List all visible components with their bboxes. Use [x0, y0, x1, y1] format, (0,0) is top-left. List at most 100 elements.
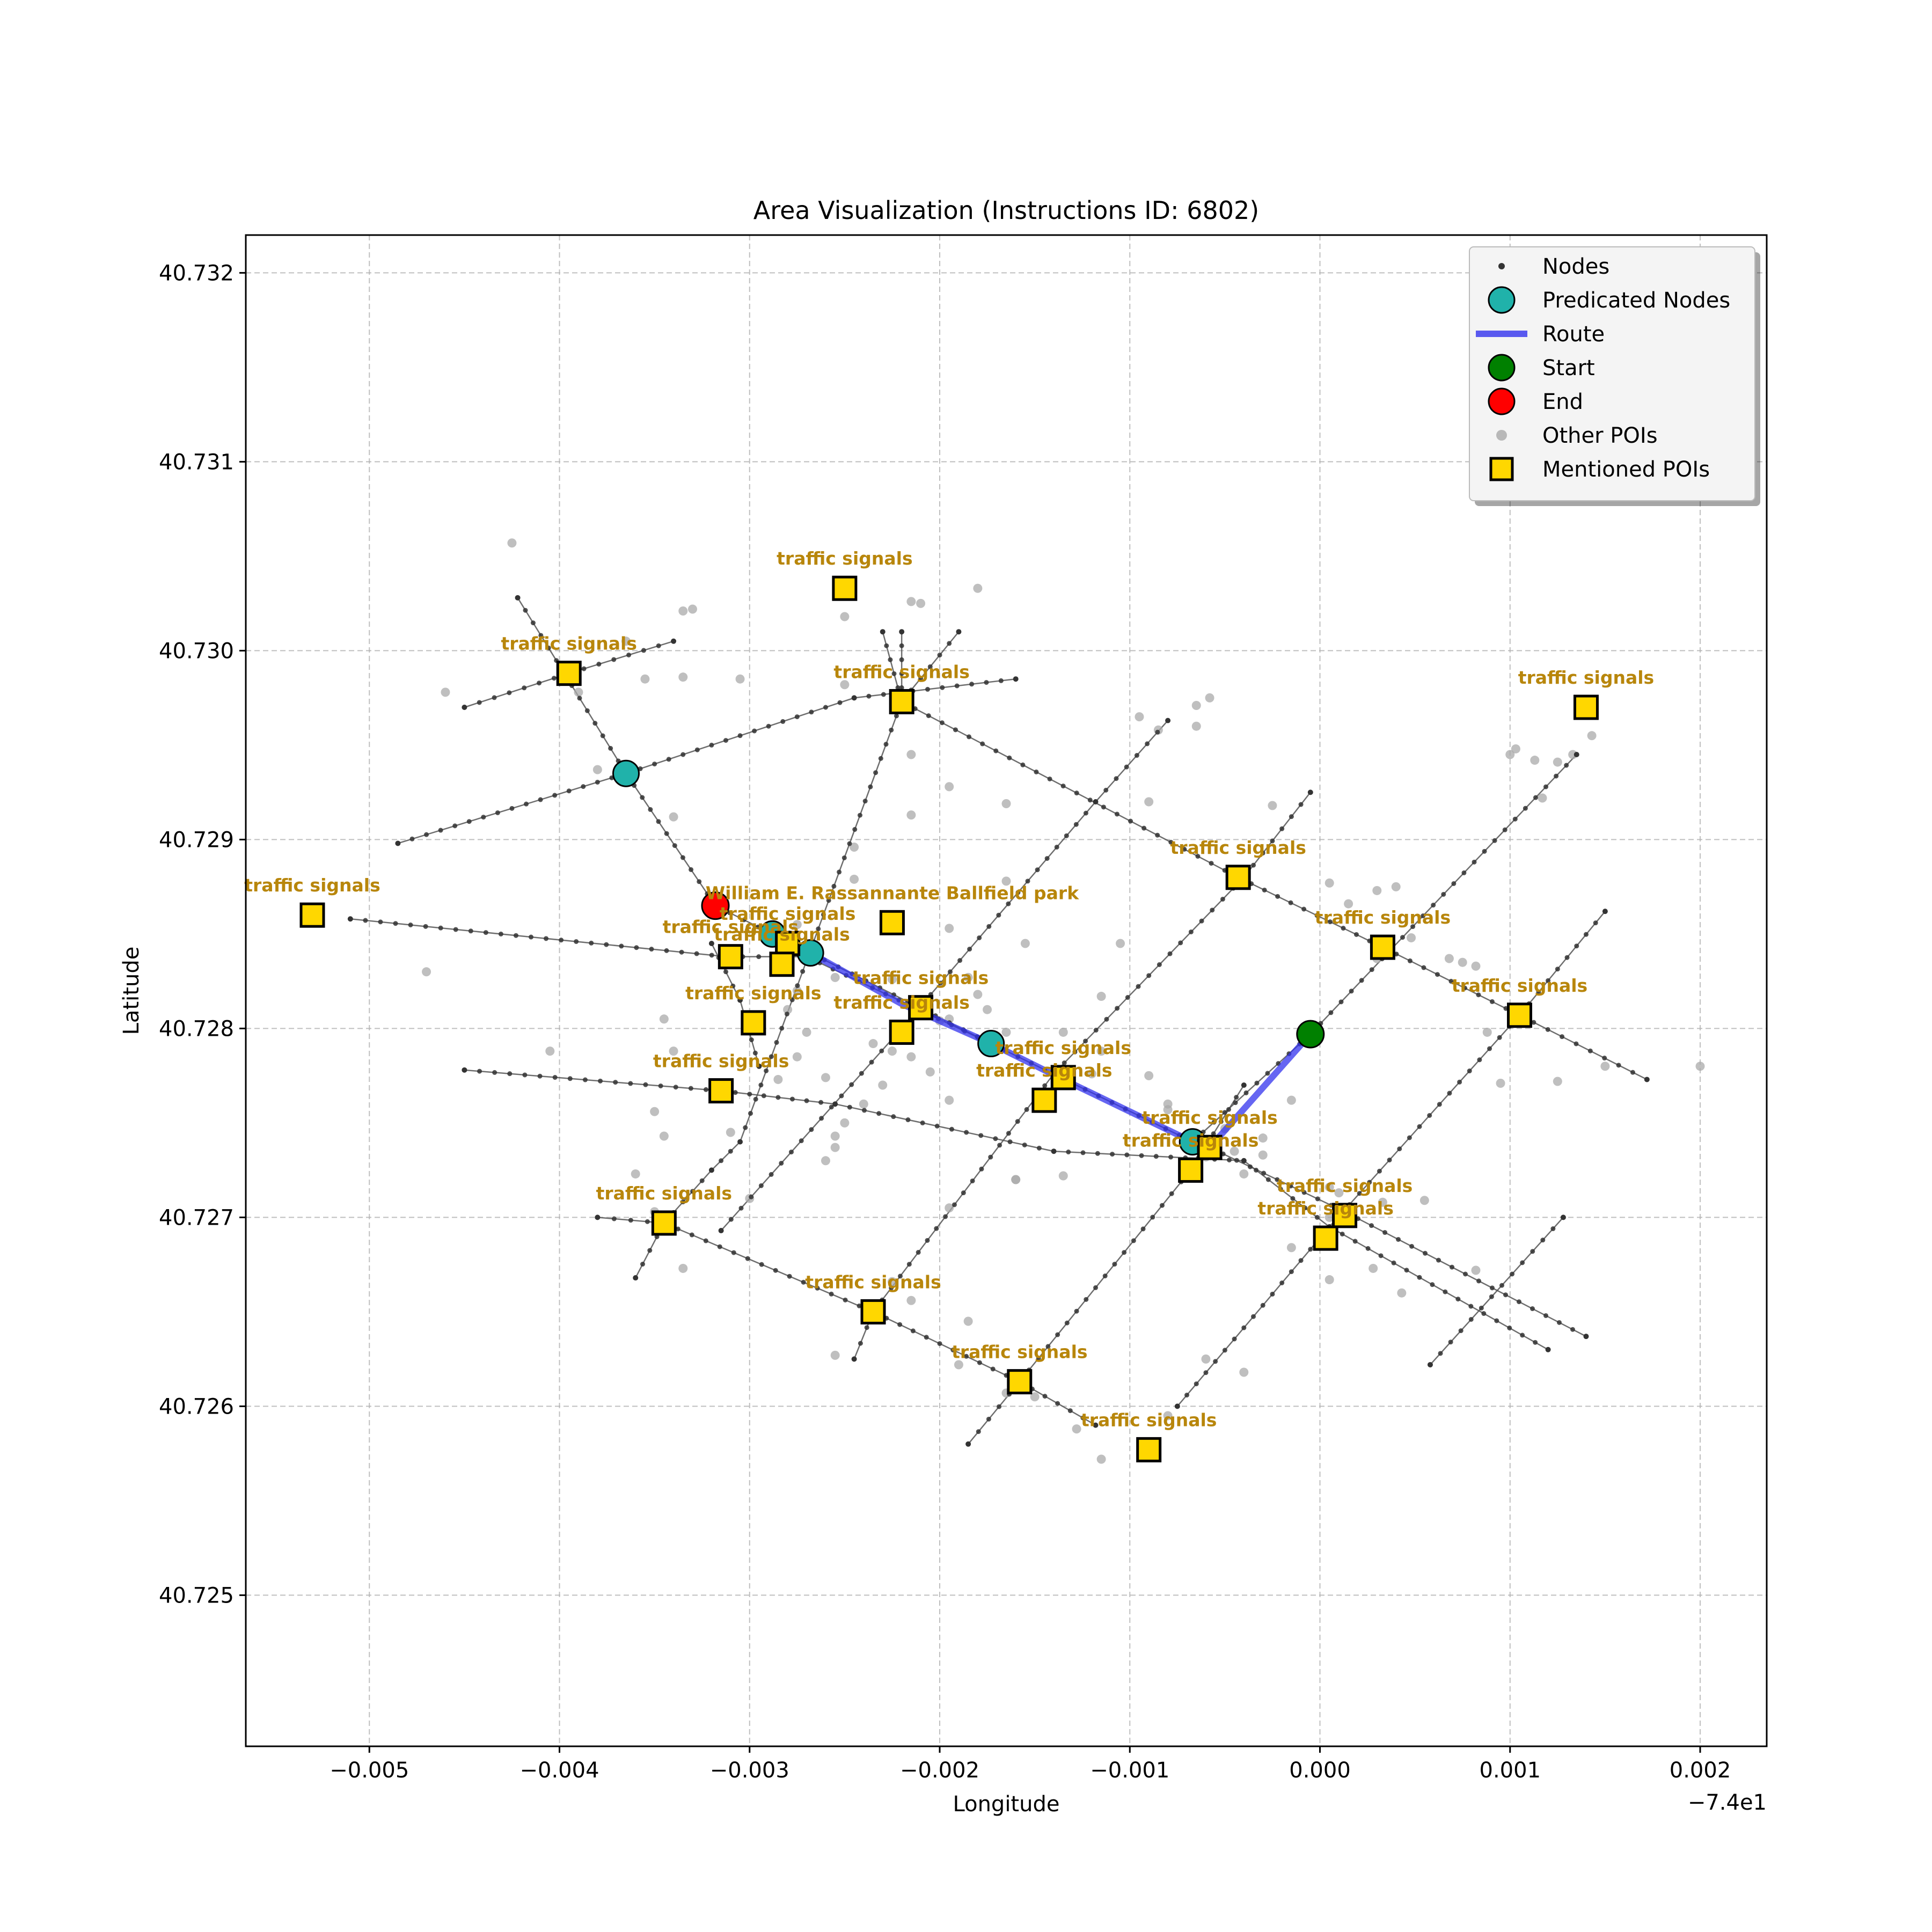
- mentioned-poi-label: traffic signals: [777, 548, 912, 569]
- street-node: [1125, 995, 1130, 1000]
- street-node: [552, 1075, 558, 1080]
- street-node: [1487, 1046, 1492, 1051]
- street-node: [1467, 1069, 1472, 1074]
- mentioned-poi-label: traffic signals: [1452, 975, 1587, 996]
- mentioned-poi-marker: [1178, 1157, 1204, 1183]
- street-node: [764, 1068, 769, 1073]
- street-node: [1523, 806, 1528, 811]
- street-node: [1602, 1056, 1607, 1061]
- other-poi: [1239, 1169, 1249, 1179]
- other-poi: [840, 612, 850, 621]
- other-poi: [1096, 1454, 1106, 1464]
- mentioned-poi-marker: [879, 910, 905, 935]
- street-node: [752, 1050, 758, 1056]
- street-node: [795, 983, 800, 989]
- street-node: [1438, 1351, 1443, 1356]
- street-node: [843, 1297, 848, 1302]
- other-poi: [1324, 1275, 1334, 1285]
- street-node: [462, 705, 467, 710]
- street-node: [1448, 1340, 1453, 1345]
- street-node: [861, 1108, 867, 1113]
- other-poi: [1568, 750, 1578, 759]
- street-node: [537, 680, 542, 686]
- street-node: [728, 1217, 734, 1222]
- street-node: [689, 1232, 694, 1238]
- street-node: [1587, 1048, 1593, 1053]
- street-node: [1472, 859, 1477, 865]
- other-poi: [1205, 693, 1214, 702]
- other-poi: [678, 1263, 688, 1273]
- legend-label: Other POIs: [1542, 423, 1658, 448]
- street-node: [1468, 1304, 1474, 1309]
- street-node: [551, 676, 557, 681]
- street-node: [910, 1328, 916, 1334]
- other-poi: [1695, 1062, 1705, 1071]
- other-poi: [792, 920, 802, 930]
- street-node: [1494, 1318, 1499, 1323]
- street-node: [809, 709, 814, 715]
- axis-ticks: −0.005 −0.004 −0.003 −0.002 −0.001 0.000 0.001…: [159, 261, 1731, 1783]
- street-node: [997, 1143, 1002, 1148]
- street-node: [1051, 1148, 1057, 1154]
- other-poi: [726, 1128, 735, 1137]
- street-node: [1165, 718, 1171, 723]
- street-node: [891, 671, 897, 676]
- street-node: [1006, 1131, 1011, 1136]
- legend-box: [1469, 246, 1755, 501]
- street-node: [1314, 1214, 1320, 1220]
- street-node: [949, 1126, 954, 1132]
- mentioned-poi-label: traffic signals: [833, 992, 969, 1013]
- street-node: [1479, 1305, 1484, 1311]
- street-node: [1234, 1095, 1239, 1100]
- street-node: [1260, 851, 1265, 856]
- street-node: [818, 1100, 824, 1105]
- street-node: [690, 1189, 695, 1194]
- street-node: [611, 657, 617, 662]
- street-node: [1080, 1150, 1086, 1155]
- street-node: [1093, 1028, 1099, 1033]
- street-node: [1436, 1257, 1441, 1263]
- other-poi: [1496, 1078, 1505, 1088]
- other-poi: [1087, 1069, 1096, 1079]
- x-axis-label: Longitude: [953, 1792, 1060, 1817]
- other-poi: [783, 1005, 793, 1014]
- x-tick-label: −0.001: [1090, 1758, 1169, 1783]
- street-node: [899, 657, 904, 662]
- street-node: [926, 713, 931, 719]
- street-node: [1093, 1285, 1098, 1290]
- street-node: [769, 1172, 774, 1177]
- street-node: [841, 855, 847, 860]
- other-poi: [868, 1039, 878, 1049]
- street-node: [1024, 1107, 1029, 1112]
- mentioned-poi-marker: [832, 575, 858, 601]
- street-node: [1265, 1177, 1271, 1182]
- street-node: [889, 727, 894, 733]
- other-poi: [659, 1014, 669, 1024]
- street-node: [1410, 924, 1416, 930]
- street-node: [947, 641, 952, 646]
- street-node: [924, 1335, 929, 1340]
- street-node: [990, 1366, 996, 1372]
- street-node: [640, 795, 645, 800]
- street-node: [964, 1353, 969, 1359]
- street-node: [1458, 1328, 1463, 1334]
- street-node: [873, 770, 879, 775]
- street-node: [1174, 1403, 1180, 1409]
- street-node: [847, 841, 852, 846]
- street-node: [940, 685, 945, 690]
- street-node: [756, 1063, 762, 1069]
- street-node: [1520, 1333, 1525, 1338]
- street-node: [1182, 846, 1187, 852]
- street-node: [577, 696, 582, 701]
- street-node: [866, 693, 872, 699]
- street-node: [1550, 1226, 1556, 1232]
- other-poi: [973, 583, 983, 593]
- street-node: [694, 747, 700, 752]
- other-poi: [963, 1316, 973, 1326]
- street-node: [1520, 1260, 1525, 1265]
- other-poi: [1511, 744, 1520, 753]
- street-node: [804, 1098, 809, 1103]
- other-poi: [802, 1027, 811, 1037]
- street-node: [1407, 1135, 1412, 1140]
- other-poi: [906, 1296, 916, 1305]
